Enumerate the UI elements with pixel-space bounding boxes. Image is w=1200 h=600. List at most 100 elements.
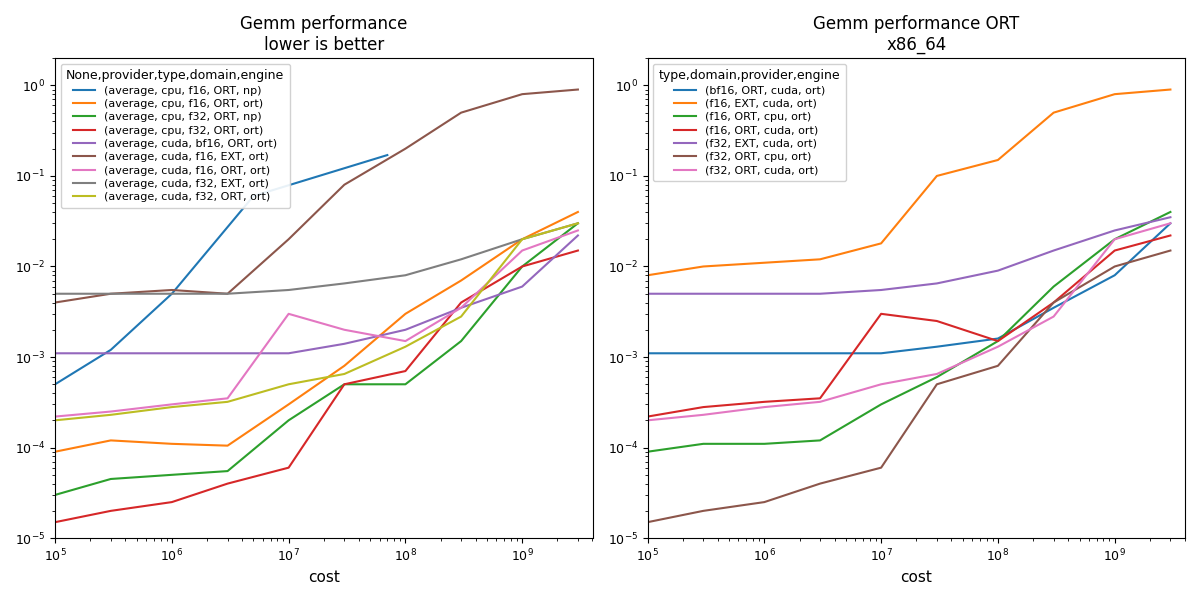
(average, cuda, bf16, ORT, ort) bbox=[454, 304, 468, 311]
(average, cpu, f32, ORT, np) bbox=[48, 491, 62, 499]
(average, cpu, f32, ORT, np) bbox=[515, 263, 529, 270]
(average, cpu, f16, ORT, np) bbox=[246, 193, 260, 200]
(f32, EXT, cuda, ort) bbox=[991, 267, 1006, 274]
(f32, ORT, cpu, ort) bbox=[1163, 247, 1177, 254]
(average, cuda, f32, ORT, ort) bbox=[454, 313, 468, 320]
(f16, ORT, cuda, ort) bbox=[812, 395, 827, 402]
(average, cpu, f32, ORT, ort) bbox=[337, 380, 352, 388]
(f16, EXT, cuda, ort) bbox=[812, 256, 827, 263]
(f32, EXT, cuda, ort) bbox=[641, 290, 655, 298]
(average, cpu, f32, ORT, ort) bbox=[571, 247, 586, 254]
Line: (f32, ORT, cuda, ort): (f32, ORT, cuda, ort) bbox=[648, 223, 1170, 421]
(average, cuda, f32, EXT, ort) bbox=[282, 286, 296, 293]
(average, cuda, f16, EXT, ort) bbox=[571, 86, 586, 93]
(f32, EXT, cuda, ort) bbox=[1163, 214, 1177, 221]
(f16, ORT, cpu, ort) bbox=[1108, 236, 1122, 243]
(f16, ORT, cuda, ort) bbox=[930, 317, 944, 325]
(average, cpu, f32, ORT, np) bbox=[282, 417, 296, 424]
(average, cpu, f16, ORT, ort) bbox=[103, 437, 118, 444]
Line: (average, cpu, f32, ORT, ort): (average, cpu, f32, ORT, ort) bbox=[55, 251, 578, 522]
(f16, ORT, cpu, ort) bbox=[641, 448, 655, 455]
(f32, EXT, cuda, ort) bbox=[757, 290, 772, 298]
(bf16, ORT, cuda, ort) bbox=[874, 350, 888, 357]
(average, cuda, f16, ORT, ort) bbox=[337, 326, 352, 334]
(f16, ORT, cuda, ort) bbox=[1163, 232, 1177, 239]
(f16, ORT, cuda, ort) bbox=[757, 398, 772, 406]
(average, cpu, f32, ORT, np) bbox=[454, 337, 468, 344]
(bf16, ORT, cuda, ort) bbox=[991, 335, 1006, 342]
(average, cuda, f16, ORT, ort) bbox=[164, 401, 179, 408]
(f16, EXT, cuda, ort) bbox=[874, 240, 888, 247]
(f32, ORT, cpu, ort) bbox=[874, 464, 888, 471]
Line: (average, cuda, f32, ORT, ort): (average, cuda, f32, ORT, ort) bbox=[55, 223, 578, 421]
(average, cpu, f16, ORT, ort) bbox=[221, 442, 235, 449]
(f32, ORT, cpu, ort) bbox=[991, 362, 1006, 370]
(bf16, ORT, cuda, ort) bbox=[757, 350, 772, 357]
(average, cuda, f32, ORT, ort) bbox=[48, 417, 62, 424]
Legend: (average, cpu, f16, ORT, np), (average, cpu, f16, ORT, ort), (average, cpu, f32,: (average, cpu, f16, ORT, np), (average, … bbox=[61, 64, 290, 208]
(f16, EXT, cuda, ort) bbox=[1163, 86, 1177, 93]
X-axis label: cost: cost bbox=[308, 570, 340, 585]
(average, cpu, f16, ORT, np) bbox=[380, 151, 395, 158]
(f32, ORT, cuda, ort) bbox=[1163, 220, 1177, 227]
(average, cpu, f32, ORT, ort) bbox=[454, 299, 468, 306]
(average, cuda, bf16, ORT, ort) bbox=[164, 350, 179, 357]
(average, cuda, f32, EXT, ort) bbox=[164, 290, 179, 298]
(bf16, ORT, cuda, ort) bbox=[812, 350, 827, 357]
(average, cpu, f16, ORT, np) bbox=[103, 346, 118, 353]
(f32, ORT, cuda, ort) bbox=[696, 411, 710, 418]
Line: (bf16, ORT, cuda, ort): (bf16, ORT, cuda, ort) bbox=[648, 223, 1170, 353]
(average, cuda, f16, ORT, ort) bbox=[48, 413, 62, 420]
(average, cuda, f32, EXT, ort) bbox=[48, 290, 62, 298]
(average, cpu, f16, ORT, ort) bbox=[282, 401, 296, 408]
(f16, EXT, cuda, ort) bbox=[991, 157, 1006, 164]
(average, cuda, bf16, ORT, ort) bbox=[282, 350, 296, 357]
(average, cpu, f32, ORT, ort) bbox=[282, 464, 296, 471]
(average, cuda, f16, ORT, ort) bbox=[282, 310, 296, 317]
(average, cuda, f16, EXT, ort) bbox=[164, 286, 179, 293]
(average, cuda, bf16, ORT, ort) bbox=[48, 350, 62, 357]
(f32, EXT, cuda, ort) bbox=[1046, 247, 1061, 254]
(average, cpu, f32, ORT, ort) bbox=[398, 367, 413, 374]
(f32, ORT, cpu, ort) bbox=[757, 499, 772, 506]
(f16, ORT, cuda, ort) bbox=[696, 403, 710, 410]
(average, cuda, f32, ORT, ort) bbox=[337, 370, 352, 377]
(average, cuda, bf16, ORT, ort) bbox=[571, 232, 586, 239]
(average, cpu, f32, ORT, np) bbox=[337, 380, 352, 388]
(bf16, ORT, cuda, ort) bbox=[1163, 220, 1177, 227]
Line: (average, cpu, f16, ORT, np): (average, cpu, f16, ORT, np) bbox=[55, 155, 388, 384]
(average, cuda, bf16, ORT, ort) bbox=[398, 326, 413, 334]
(average, cpu, f16, ORT, ort) bbox=[454, 277, 468, 284]
(bf16, ORT, cuda, ort) bbox=[1046, 304, 1061, 311]
(f16, ORT, cpu, ort) bbox=[930, 374, 944, 381]
(f16, ORT, cpu, ort) bbox=[812, 437, 827, 444]
X-axis label: cost: cost bbox=[900, 570, 932, 585]
Line: (f32, ORT, cpu, ort): (f32, ORT, cpu, ort) bbox=[648, 251, 1170, 522]
(average, cpu, f16, ORT, np) bbox=[164, 290, 179, 298]
(f32, ORT, cuda, ort) bbox=[874, 380, 888, 388]
Line: (f16, EXT, cuda, ort): (f16, EXT, cuda, ort) bbox=[648, 89, 1170, 275]
(average, cpu, f16, ORT, ort) bbox=[571, 208, 586, 215]
(f16, EXT, cuda, ort) bbox=[1108, 91, 1122, 98]
(average, cuda, f16, ORT, ort) bbox=[515, 247, 529, 254]
(average, cuda, bf16, ORT, ort) bbox=[515, 283, 529, 290]
(average, cuda, f16, EXT, ort) bbox=[454, 109, 468, 116]
(f16, ORT, cuda, ort) bbox=[641, 413, 655, 420]
(f16, ORT, cpu, ort) bbox=[1046, 283, 1061, 290]
(average, cuda, bf16, ORT, ort) bbox=[221, 350, 235, 357]
(f16, ORT, cuda, ort) bbox=[874, 310, 888, 317]
(average, cuda, f32, ORT, ort) bbox=[282, 380, 296, 388]
(f16, EXT, cuda, ort) bbox=[757, 259, 772, 266]
(f32, EXT, cuda, ort) bbox=[812, 290, 827, 298]
(f32, ORT, cuda, ort) bbox=[1046, 313, 1061, 320]
(average, cpu, f32, ORT, ort) bbox=[164, 499, 179, 506]
(average, cuda, f32, EXT, ort) bbox=[454, 256, 468, 263]
(f32, ORT, cuda, ort) bbox=[930, 370, 944, 377]
(f16, ORT, cpu, ort) bbox=[1163, 208, 1177, 215]
Line: (average, cuda, bf16, ORT, ort): (average, cuda, bf16, ORT, ort) bbox=[55, 235, 578, 353]
(average, cuda, f32, ORT, ort) bbox=[164, 403, 179, 410]
(average, cuda, f32, EXT, ort) bbox=[571, 220, 586, 227]
(f16, ORT, cuda, ort) bbox=[991, 337, 1006, 344]
(average, cpu, f32, ORT, ort) bbox=[103, 507, 118, 514]
Line: (f32, EXT, cuda, ort): (f32, EXT, cuda, ort) bbox=[648, 217, 1170, 294]
